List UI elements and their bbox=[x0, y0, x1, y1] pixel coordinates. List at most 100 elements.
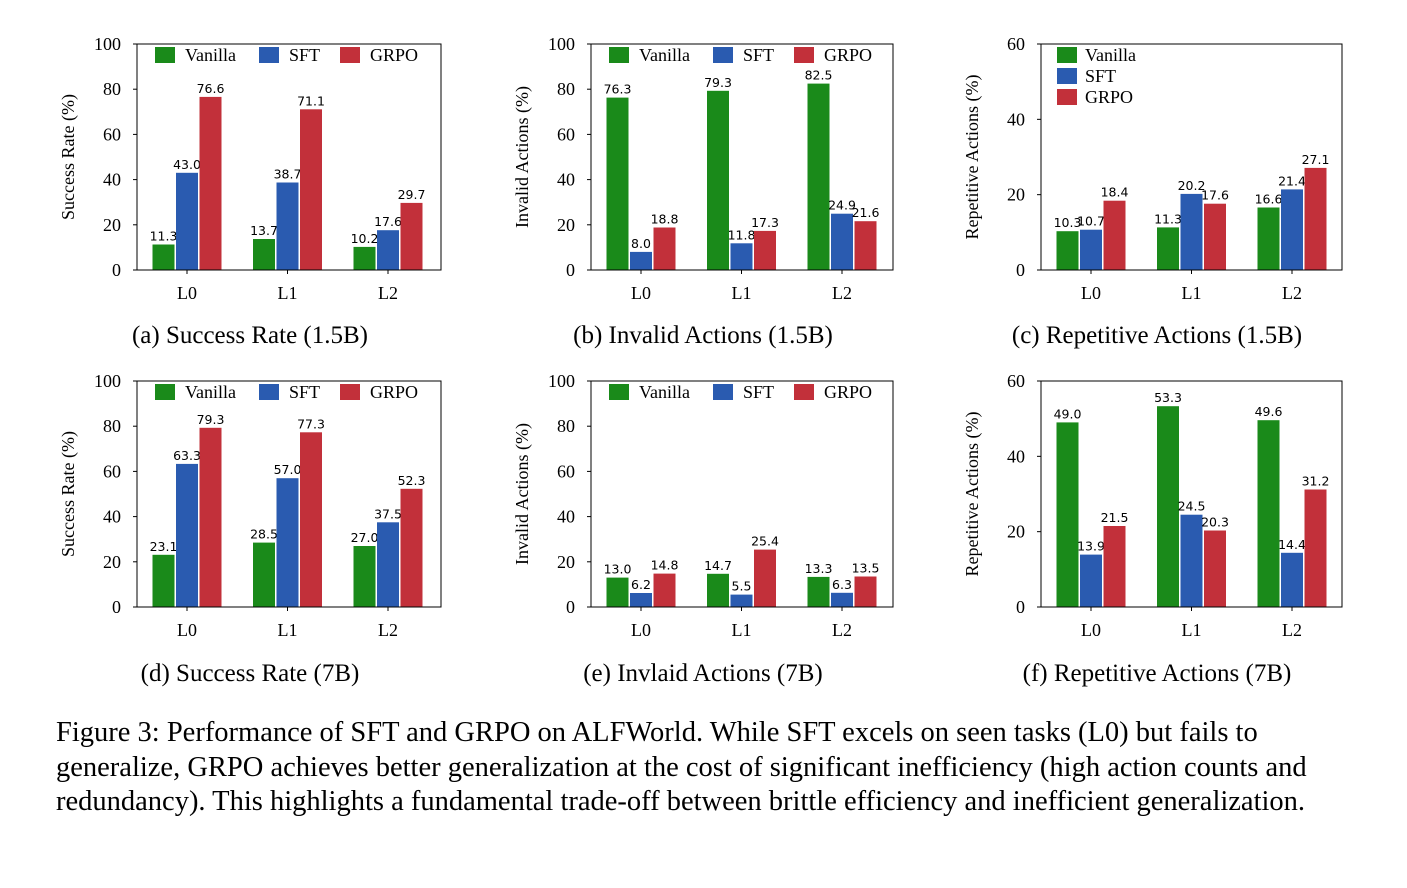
data-label-grpo-l0: 14.8 bbox=[651, 558, 679, 573]
bar-sft-l2 bbox=[377, 522, 399, 608]
x-tick-label: L2 bbox=[1282, 620, 1302, 640]
data-label-vanilla-l2: 49.6 bbox=[1255, 404, 1283, 419]
x-tick-label: L2 bbox=[378, 283, 398, 303]
bar-grpo-l1 bbox=[754, 549, 776, 607]
data-label-vanilla-l1: 53.3 bbox=[1154, 390, 1182, 405]
data-label-vanilla-l0: 76.3 bbox=[604, 82, 632, 97]
bar-vanilla-l0 bbox=[606, 97, 629, 270]
bar-sft-l1 bbox=[730, 243, 753, 270]
data-label-vanilla-l1: 11.3 bbox=[1154, 211, 1182, 226]
legend-swatch-sft bbox=[259, 384, 279, 400]
data-label-grpo-l1: 17.3 bbox=[751, 215, 779, 230]
legend-swatch-grpo bbox=[340, 47, 360, 63]
bar-sft-l1 bbox=[1180, 193, 1203, 270]
data-label-grpo-l1: 71.1 bbox=[297, 93, 325, 108]
bar-vanilla-l2 bbox=[807, 576, 830, 607]
bar-vanilla-l1 bbox=[1157, 227, 1179, 270]
y-tick-label: 60 bbox=[1007, 34, 1025, 54]
legend-label-grpo: GRPO bbox=[370, 45, 418, 65]
legend-swatch-vanilla bbox=[609, 384, 629, 400]
y-tick-label: 40 bbox=[557, 507, 575, 527]
data-label-sft-l0: 13.9 bbox=[1077, 539, 1105, 554]
data-label-vanilla-l0: 13.0 bbox=[604, 562, 632, 577]
y-tick-label: 60 bbox=[103, 124, 121, 144]
legend-label-sft: SFT bbox=[1085, 66, 1116, 86]
y-tick-label: 80 bbox=[103, 79, 121, 99]
y-axis-label: Invalid Actions (%) bbox=[512, 86, 533, 228]
legend-label-sft: SFT bbox=[289, 45, 320, 65]
bar-sft-l2 bbox=[1281, 189, 1303, 270]
bar-vanilla-l0 bbox=[1056, 422, 1079, 607]
bar-vanilla-l1 bbox=[707, 573, 729, 607]
data-label-grpo-l0: 21.5 bbox=[1101, 510, 1129, 525]
figure-caption: Figure 3: Performance of SFT and GRPO on… bbox=[56, 717, 1307, 817]
x-tick-label: L1 bbox=[1182, 283, 1202, 303]
bar-grpo-l0 bbox=[653, 227, 676, 270]
data-label-sft-l0: 8.0 bbox=[631, 236, 651, 251]
x-tick-label: L1 bbox=[278, 620, 298, 640]
subfigure-caption: (b) Invalid Actions (1.5B) bbox=[573, 322, 833, 349]
subfigure-caption: (c) Repetitive Actions (1.5B) bbox=[1012, 322, 1302, 349]
data-label-vanilla-l2: 27.0 bbox=[351, 530, 379, 545]
y-tick-label: 0 bbox=[112, 597, 121, 617]
legend-label-grpo: GRPO bbox=[824, 45, 872, 65]
x-tick-label: L0 bbox=[1081, 283, 1101, 303]
data-label-vanilla-l0: 11.3 bbox=[150, 229, 178, 244]
legend-label-vanilla: Vanilla bbox=[639, 382, 690, 402]
bar-vanilla-l1 bbox=[253, 239, 275, 270]
data-label-vanilla-l0: 10.3 bbox=[1054, 215, 1082, 230]
data-label-vanilla-l2: 82.5 bbox=[805, 68, 833, 83]
subfigure-caption: (e) Invlaid Actions (7B) bbox=[583, 660, 823, 687]
legend-label-vanilla: Vanilla bbox=[185, 382, 236, 402]
bar-sft-l0 bbox=[1080, 229, 1102, 270]
bar-grpo-l2 bbox=[400, 202, 423, 270]
x-tick-label: L2 bbox=[1282, 283, 1302, 303]
chart-panel-f: 49.0 13.9 21.5 L0 53.3 24.520.3 L1 49.6 14.4 31.2… bbox=[962, 371, 1343, 687]
x-tick-label: L0 bbox=[177, 283, 197, 303]
y-tick-label: 40 bbox=[103, 507, 121, 527]
bar-vanilla-l0 bbox=[152, 554, 175, 607]
legend-label-vanilla: Vanilla bbox=[639, 45, 690, 65]
bar-vanilla-l2 bbox=[353, 546, 376, 607]
bar-grpo-l0 bbox=[199, 427, 222, 607]
plot-frame bbox=[590, 380, 894, 608]
bar-sft-l2 bbox=[377, 230, 399, 270]
bar-vanilla-l0 bbox=[606, 577, 629, 607]
legend-swatch-vanilla bbox=[609, 47, 629, 63]
legend-label-sft: SFT bbox=[743, 45, 774, 65]
y-tick-label: 20 bbox=[557, 215, 575, 235]
data-label-grpo-l2: 29.7 bbox=[398, 187, 426, 202]
y-tick-label: 40 bbox=[557, 170, 575, 190]
data-label-sft-l0: 10.7 bbox=[1077, 214, 1105, 229]
y-tick-label: 80 bbox=[557, 416, 575, 436]
subfigure-caption: (a) Success Rate (1.5B) bbox=[132, 322, 368, 349]
x-tick-label: L2 bbox=[832, 620, 852, 640]
y-axis-label: Success Rate (%) bbox=[58, 94, 79, 220]
legend-swatch-grpo bbox=[1057, 89, 1077, 105]
bar-sft-l2 bbox=[1281, 552, 1303, 607]
legend-label-vanilla: Vanilla bbox=[185, 45, 236, 65]
x-tick-label: L0 bbox=[177, 620, 197, 640]
y-axis-label: Repetitive Actions (%) bbox=[962, 75, 983, 240]
bar-sft-l0 bbox=[1080, 554, 1102, 607]
data-label-vanilla-l0: 23.1 bbox=[150, 539, 178, 554]
data-label-grpo-l0: 79.3 bbox=[197, 412, 225, 427]
data-label-grpo-l0: 76.6 bbox=[197, 81, 225, 96]
data-label-sft-l0: 63.3 bbox=[173, 448, 201, 463]
bar-vanilla-l2 bbox=[353, 246, 376, 270]
bar-vanilla-l0 bbox=[152, 244, 175, 270]
bar-sft-l0 bbox=[176, 172, 198, 270]
y-tick-label: 100 bbox=[94, 371, 121, 391]
data-label-grpo-l1: 20.3 bbox=[1201, 515, 1229, 530]
legend-swatch-sft bbox=[259, 47, 279, 63]
data-label-sft-l1: 20.2 bbox=[1178, 178, 1206, 193]
y-axis-label: Success Rate (%) bbox=[58, 431, 79, 557]
y-tick-label: 60 bbox=[557, 461, 575, 481]
bar-grpo-l2 bbox=[854, 576, 877, 607]
bar-grpo-l1 bbox=[1204, 530, 1226, 607]
bar-grpo-l0 bbox=[199, 96, 222, 271]
bar-sft-l0 bbox=[176, 463, 198, 607]
bar-sft-l2 bbox=[831, 213, 853, 270]
plot-frame bbox=[1040, 380, 1343, 608]
data-label-grpo-l1: 17.6 bbox=[1201, 188, 1229, 203]
